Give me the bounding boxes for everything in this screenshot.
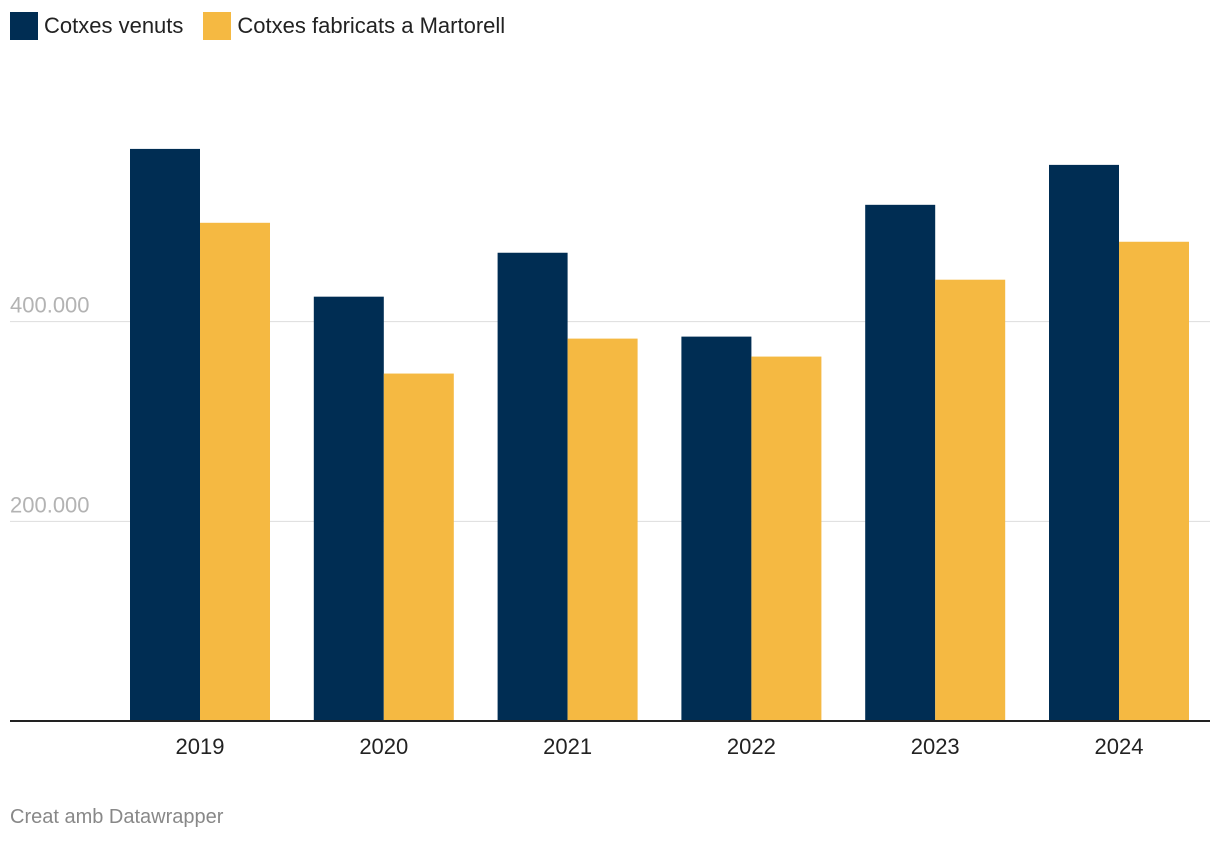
bar-fabricats-2023 — [935, 279, 1006, 721]
y-tick-label-200000: 200.000 — [10, 492, 90, 517]
x-tick-label-2021: 2021 — [543, 734, 592, 759]
legend-item-cotxes-fabricats: Cotxes fabricats a Martorell — [203, 12, 505, 40]
bar-fabricats-2019 — [200, 222, 270, 722]
bar-venuts-2020 — [313, 296, 384, 721]
legend-swatch-cotxes-venuts — [10, 12, 38, 40]
x-tick-label-2022: 2022 — [727, 734, 776, 759]
bar-fabricats-2020 — [383, 373, 454, 721]
x-tick-label-2023: 2023 — [911, 734, 960, 759]
legend-label-cotxes-fabricats: Cotxes fabricats a Martorell — [237, 13, 506, 38]
bar-venuts-2022 — [681, 336, 752, 721]
y-tick-label-400000: 400.000 — [10, 293, 90, 318]
legend-item-cotxes-venuts: Cotxes venuts — [10, 12, 183, 40]
bar-venuts-2023 — [865, 204, 936, 722]
bar-fabricats-2024 — [1119, 241, 1189, 721]
legend-swatch-cotxes-fabricats — [203, 12, 232, 40]
bar-venuts-2019 — [130, 148, 200, 721]
bar-fabricats-2021 — [567, 338, 638, 721]
legend: Cotxes venuts Cotxes fabricats a Martore… — [10, 12, 525, 40]
bar-venuts-2024 — [1049, 164, 1119, 721]
footer-credit: Creat amb Datawrapper — [10, 806, 224, 828]
x-tick-label-2019: 2019 — [176, 734, 225, 759]
x-tick-label-2024: 2024 — [1095, 734, 1144, 759]
legend-label-cotxes-venuts: Cotxes venuts — [44, 13, 184, 38]
bar-venuts-2021 — [497, 252, 568, 721]
bar-fabricats-2022 — [751, 356, 822, 721]
x-tick-label-2020: 2020 — [359, 734, 408, 759]
